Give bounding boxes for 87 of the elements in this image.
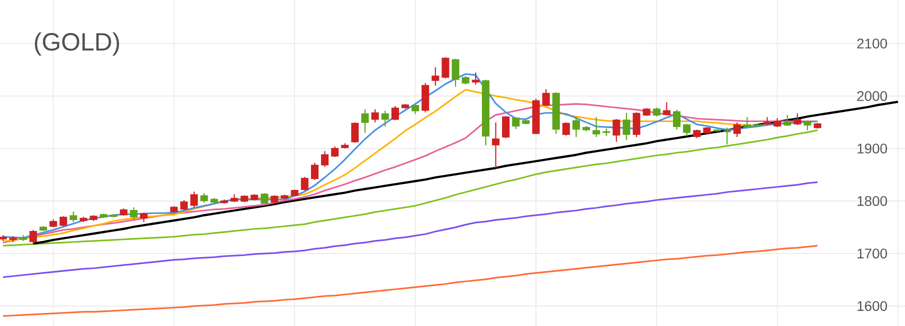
candlestick bbox=[723, 127, 731, 145]
candlestick bbox=[170, 206, 178, 214]
candlestick bbox=[80, 216, 88, 223]
y-tick-label: 1900 bbox=[858, 144, 888, 154]
candlestick bbox=[110, 214, 118, 218]
candlestick bbox=[652, 107, 660, 118]
candlestick bbox=[270, 194, 278, 204]
candlestick bbox=[341, 142, 349, 150]
candlestick bbox=[180, 199, 188, 211]
candlestick bbox=[482, 79, 490, 146]
candlestick bbox=[422, 82, 430, 113]
candlestick bbox=[784, 114, 792, 127]
candlestick bbox=[432, 66, 440, 86]
candlestick bbox=[733, 122, 741, 138]
candlestick bbox=[90, 214, 98, 222]
candlestick bbox=[401, 103, 410, 110]
candlestick bbox=[602, 128, 610, 137]
candlestick bbox=[683, 123, 691, 137]
candlestick bbox=[0, 234, 7, 242]
candlestick bbox=[120, 208, 128, 216]
candlestick bbox=[612, 118, 620, 142]
candlestick bbox=[703, 126, 711, 134]
candlestick bbox=[763, 116, 772, 126]
candlestick bbox=[351, 122, 359, 144]
candlestick bbox=[140, 212, 148, 223]
candlestick bbox=[260, 192, 268, 204]
candlestick bbox=[492, 122, 500, 169]
candlestick bbox=[442, 56, 450, 79]
candlestick bbox=[642, 108, 650, 117]
candlestick bbox=[693, 129, 701, 139]
candlestick bbox=[381, 110, 389, 128]
candlestick bbox=[321, 150, 329, 168]
text: (GOLD) bbox=[34, 32, 120, 56]
candlestick bbox=[9, 236, 17, 243]
candlestick bbox=[100, 213, 108, 218]
candlestick bbox=[60, 216, 68, 227]
candlestick bbox=[200, 192, 208, 204]
candlestick bbox=[713, 128, 721, 132]
y-tick-label: 1800 bbox=[858, 196, 888, 206]
candlestick bbox=[29, 229, 37, 244]
candlestick bbox=[250, 194, 258, 202]
candlestick bbox=[472, 72, 480, 86]
candlestick bbox=[562, 122, 570, 136]
candlestick bbox=[672, 109, 681, 130]
candlestick bbox=[502, 115, 510, 139]
candlestick bbox=[70, 211, 78, 223]
candlestick bbox=[452, 58, 460, 88]
candlestick bbox=[220, 198, 228, 204]
candlestick bbox=[371, 108, 379, 123]
candlestick bbox=[592, 116, 600, 138]
candlestick bbox=[804, 120, 812, 131]
candlestick bbox=[632, 112, 640, 138]
candlestick bbox=[280, 194, 288, 200]
candlestick bbox=[743, 116, 751, 128]
y-tick-label: 1700 bbox=[858, 248, 888, 258]
candlestick bbox=[572, 116, 580, 138]
candlestick bbox=[361, 108, 369, 134]
candlestick bbox=[300, 176, 308, 192]
candlestick bbox=[753, 123, 761, 128]
candlestick bbox=[542, 88, 550, 107]
candlestick bbox=[582, 125, 590, 132]
candlestick bbox=[512, 116, 520, 130]
candlestick bbox=[794, 112, 802, 126]
candlestick bbox=[310, 162, 319, 181]
y-tick-label: 2000 bbox=[857, 91, 888, 102]
candlestick bbox=[412, 104, 420, 114]
candlestick bbox=[240, 194, 248, 203]
y-tick-label: 1600 bbox=[858, 301, 888, 311]
candlestick bbox=[290, 188, 298, 197]
candlestick bbox=[814, 122, 822, 130]
candlestick bbox=[190, 191, 198, 208]
candlestick bbox=[552, 92, 560, 134]
candlestick bbox=[391, 105, 399, 121]
candlestick bbox=[462, 76, 470, 86]
y-tick-label: 2100 bbox=[857, 38, 888, 49]
candlestick bbox=[50, 218, 58, 228]
candlestick bbox=[532, 98, 540, 135]
candlestick bbox=[210, 197, 218, 204]
candlestick bbox=[774, 118, 782, 128]
candlestick bbox=[39, 226, 48, 232]
candlestick bbox=[130, 206, 138, 220]
candlestick bbox=[331, 146, 339, 158]
candlestick bbox=[622, 112, 630, 141]
candlestick bbox=[230, 194, 238, 203]
candlestick bbox=[19, 234, 27, 242]
candlestick bbox=[662, 102, 670, 116]
candlestick bbox=[522, 119, 530, 125]
